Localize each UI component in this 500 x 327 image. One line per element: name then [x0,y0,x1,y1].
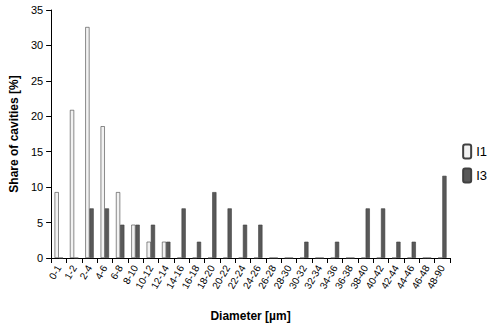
svg-text:35: 35 [31,4,43,16]
svg-text:38-40: 38-40 [348,263,371,291]
svg-text:I1: I1 [476,144,487,159]
svg-text:Diameter [µm]: Diameter [µm] [210,309,290,323]
svg-text:34-36: 34-36 [317,263,340,291]
svg-text:6-8: 6-8 [108,263,125,282]
svg-text:30: 30 [31,39,43,51]
svg-text:16-18: 16-18 [179,263,202,291]
svg-text:0: 0 [37,252,43,264]
svg-text:5: 5 [37,217,43,229]
svg-text:2-4: 2-4 [78,263,95,281]
svg-text:Share of cavities [%]: Share of cavities [%] [7,75,21,192]
svg-text:15: 15 [31,146,43,158]
svg-text:28-30: 28-30 [271,263,294,291]
svg-text:32-34: 32-34 [302,263,325,291]
svg-text:20-22: 20-22 [210,263,233,291]
svg-text:48-90: 48-90 [425,263,448,291]
svg-text:25: 25 [31,75,43,87]
svg-text:8-10: 8-10 [120,263,141,287]
svg-text:18-20: 18-20 [194,263,217,291]
svg-text:24-26: 24-26 [240,263,263,291]
svg-text:44-46: 44-46 [394,263,417,291]
svg-text:12-14: 12-14 [148,263,171,291]
svg-text:0-1: 0-1 [47,263,64,281]
svg-text:10: 10 [31,181,43,193]
svg-text:10-12: 10-12 [133,263,156,291]
svg-text:I3: I3 [476,168,487,183]
svg-text:4-6: 4-6 [93,263,110,281]
svg-text:26-28: 26-28 [256,263,279,291]
svg-text:14-16: 14-16 [164,263,187,291]
svg-text:30-32: 30-32 [286,263,309,291]
svg-text:42-44: 42-44 [378,263,402,291]
svg-text:1-2: 1-2 [62,263,79,281]
svg-text:46-48: 46-48 [409,263,432,291]
svg-text:40-42: 40-42 [363,263,386,291]
svg-text:22-24: 22-24 [225,263,248,291]
svg-text:20: 20 [31,110,43,122]
svg-text:36-38: 36-38 [332,263,355,291]
